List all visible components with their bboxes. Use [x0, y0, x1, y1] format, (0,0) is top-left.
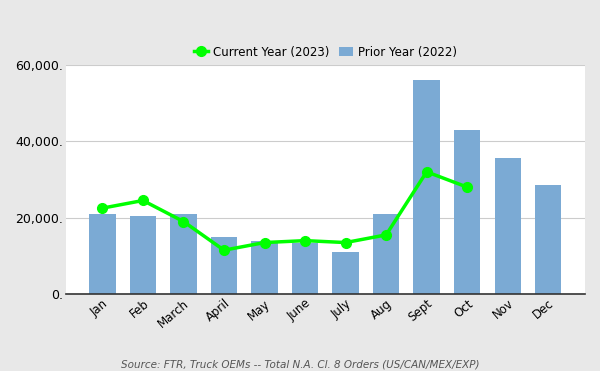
Bar [170, 214, 197, 294]
Current Year (2023) [464, 185, 471, 189]
Bar [535, 185, 562, 294]
Bar [413, 80, 440, 294]
Bar [292, 243, 318, 294]
Current Year (2023) [383, 233, 390, 237]
Current Year (2023) [99, 206, 106, 210]
Bar [332, 252, 359, 294]
Bar [494, 158, 521, 294]
Current Year (2023) [220, 248, 227, 252]
Bar [211, 237, 237, 294]
Bar [454, 130, 481, 294]
Bar [251, 241, 278, 294]
Current Year (2023) [423, 170, 430, 174]
Current Year (2023) [180, 219, 187, 224]
Current Year (2023) [261, 240, 268, 245]
Line: Current Year (2023): Current Year (2023) [98, 167, 472, 255]
Current Year (2023) [342, 240, 349, 245]
Text: Source: FTR, Truck OEMs -- Total N.A. Cl. 8 Orders (US/CAN/MEX/EXP): Source: FTR, Truck OEMs -- Total N.A. Cl… [121, 359, 479, 369]
Current Year (2023) [301, 239, 308, 243]
Bar [130, 216, 156, 294]
Bar [373, 214, 399, 294]
Bar [89, 214, 116, 294]
Current Year (2023) [139, 198, 146, 203]
Legend: Current Year (2023), Prior Year (2022): Current Year (2023), Prior Year (2022) [190, 41, 461, 63]
